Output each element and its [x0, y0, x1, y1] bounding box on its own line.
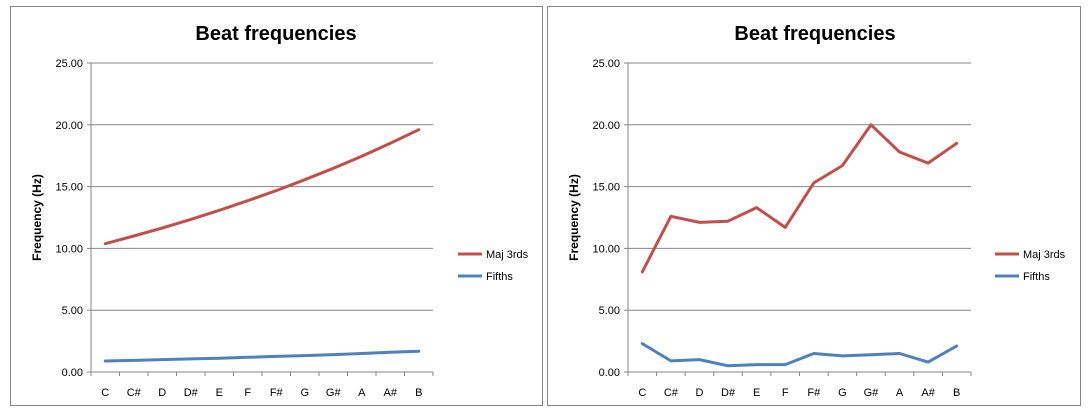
y-axis-title-left: Frequency (Hz): [30, 174, 44, 261]
x-tick-label-left-4: E: [216, 387, 223, 399]
y-tick-label-right-0: 0.00: [599, 367, 620, 379]
legend-label-right-0: Maj 3rds: [1023, 249, 1066, 261]
x-tick-label-right-4: E: [753, 387, 760, 399]
x-tick-label-left-1: C#: [127, 387, 142, 399]
legend-label-left-0: Maj 3rds: [486, 249, 529, 261]
y-tick-label-left-4: 20.00: [55, 120, 83, 132]
series-line-left-1: [103, 349, 421, 363]
chart-canvas-right: Beat frequencies Frequency (Hz) 0.00 5.00 10…: [567, 23, 1066, 399]
y-tick-label-right-5: 25.00: [592, 58, 620, 70]
x-tick-label-right-1: C#: [664, 387, 679, 399]
x-tick-label-left-11: B: [415, 387, 422, 399]
y-tick-label-right-3: 15.00: [592, 182, 620, 194]
chart-title-left: Beat frequencies: [195, 23, 356, 45]
y-tick-label-left-5: 25.00: [55, 58, 83, 70]
y-tick-label-left-2: 10.00: [55, 243, 83, 255]
x-tick-label-right-6: F#: [807, 387, 821, 399]
series-line-right-0: [640, 123, 959, 274]
x-tick-label-right-10: A#: [921, 387, 935, 399]
series-line-left-0: [103, 128, 421, 246]
x-tick-label-left-7: G: [300, 387, 309, 399]
x-tick-label-left-3: D#: [184, 387, 199, 399]
x-tick-label-left-0: C: [101, 387, 109, 399]
x-tick-label-left-9: A: [358, 387, 366, 399]
beat-frequencies-chart-left: Beat frequencies Frequency (Hz) 0.00 5.00 10…: [10, 6, 543, 406]
x-tick-label-left-10: A#: [384, 387, 398, 399]
y-tick-label-left-0: 0.00: [62, 367, 83, 379]
x-tick-label-left-5: F: [244, 387, 251, 399]
series-line-right-1: [640, 342, 959, 368]
x-tick-label-right-0: C: [638, 387, 646, 399]
y-tick-label-left-3: 15.00: [55, 182, 83, 194]
x-tick-label-right-2: D: [695, 387, 703, 399]
y-tick-label-right-2: 10.00: [592, 243, 620, 255]
x-tick-label-right-7: G: [838, 387, 847, 399]
chart-canvas-left: Beat frequencies Frequency (Hz) 0.00 5.00 10…: [30, 23, 529, 399]
y-tick-label-right-1: 5.00: [599, 305, 620, 317]
legend-label-right-1: Fifths: [1023, 271, 1050, 283]
chart-title-right: Beat frequencies: [734, 23, 895, 45]
x-tick-label-right-11: B: [953, 387, 960, 399]
y-tick-label-left-1: 5.00: [62, 305, 83, 317]
x-tick-label-left-2: D: [158, 387, 166, 399]
x-tick-label-left-6: F#: [270, 387, 284, 399]
x-tick-label-left-8: G#: [326, 387, 342, 399]
x-tick-label-right-3: D#: [721, 387, 736, 399]
legend-label-left-1: Fifths: [486, 271, 513, 283]
y-tick-label-right-4: 20.00: [592, 120, 620, 132]
x-tick-label-right-9: A: [896, 387, 904, 399]
y-axis-title-right: Frequency (Hz): [567, 174, 581, 261]
x-tick-label-right-5: F: [782, 387, 789, 399]
x-tick-label-right-8: G#: [864, 387, 880, 399]
beat-frequencies-chart-right: Beat frequencies Frequency (Hz) 0.00 5.00 10…: [547, 6, 1081, 406]
